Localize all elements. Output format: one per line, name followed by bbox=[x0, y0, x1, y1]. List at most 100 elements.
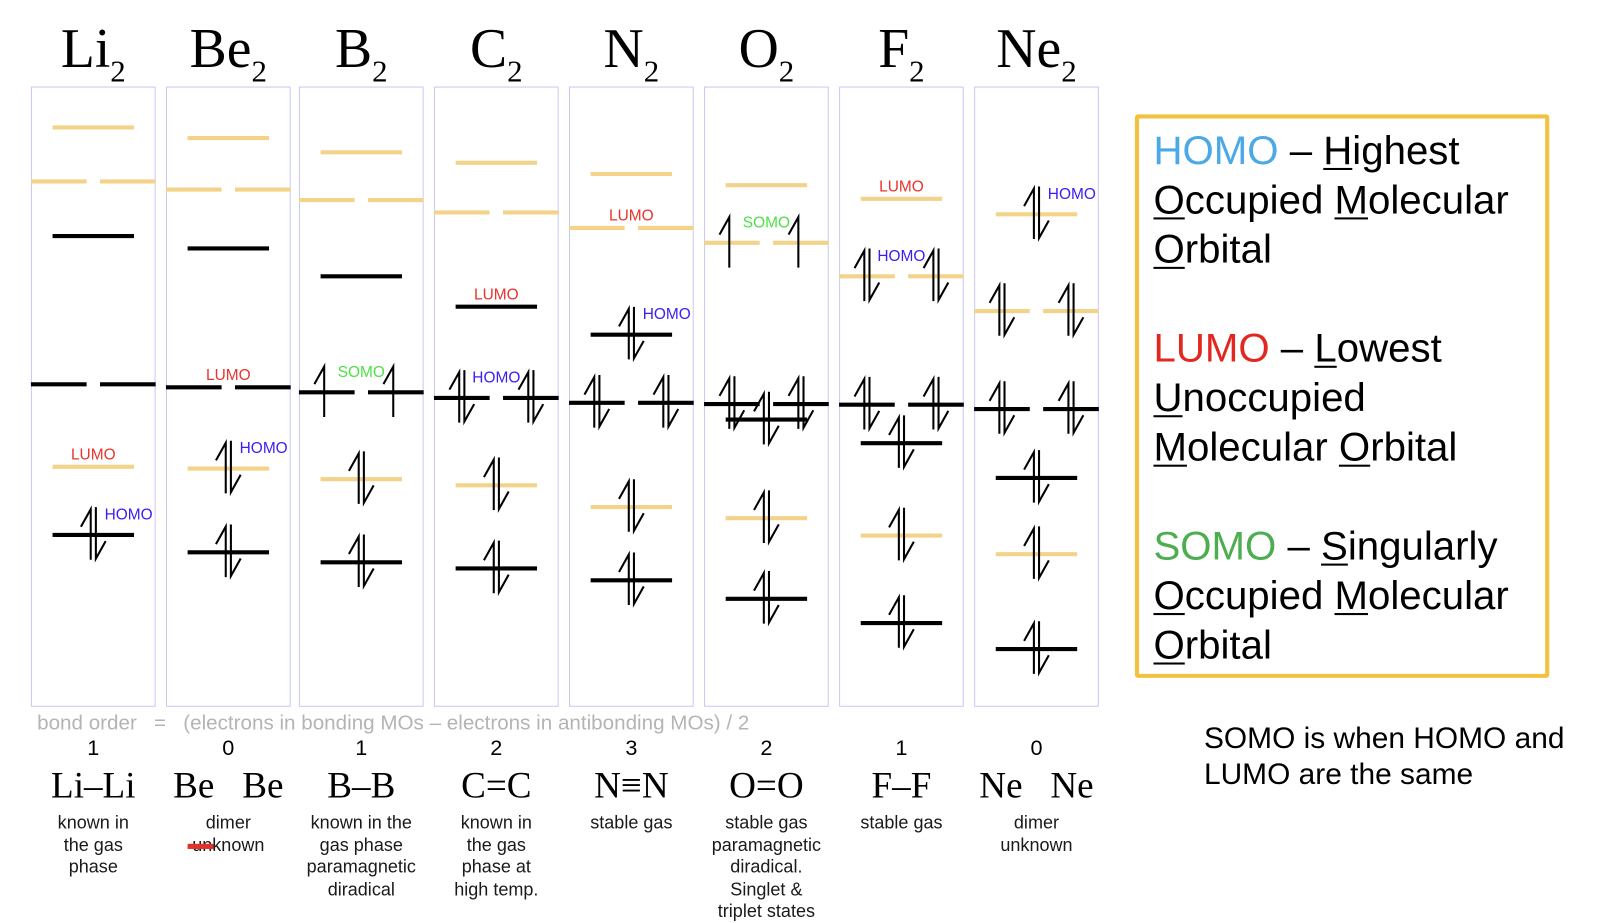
mo-diagram-box bbox=[839, 86, 964, 707]
orbital-level bbox=[320, 532, 403, 590]
spin-down-arrow-icon bbox=[1003, 283, 1016, 339]
spin-down-arrow-icon bbox=[1038, 526, 1050, 582]
legend-entry-homo: HOMO – Highest Occupied Molecular Orbital bbox=[1153, 127, 1545, 275]
spin-down-arrow-icon bbox=[1072, 381, 1085, 437]
molecule-description: dimer unknown bbox=[959, 812, 1114, 856]
molecule-description: known in the gas phase paramagnetic diradic… bbox=[284, 812, 439, 901]
legend-initial: O bbox=[1338, 425, 1371, 470]
orbital-level: LUMO bbox=[569, 208, 694, 231]
orbital-level: LUMO bbox=[455, 287, 538, 309]
spin-up-arrow-icon bbox=[483, 538, 495, 594]
somo-note: SOMO is when HOMO and LUMO are the same bbox=[1204, 721, 1564, 793]
description-line: the gas bbox=[419, 834, 574, 856]
molecule-description: stable gas bbox=[554, 812, 709, 834]
molecule-subscript: 2 bbox=[1061, 54, 1077, 89]
description-line: high temp. bbox=[419, 878, 574, 900]
spin-down-arrow-icon bbox=[94, 507, 107, 563]
molecule-symbol: B bbox=[334, 17, 373, 80]
spin-down-arrow-icon bbox=[632, 479, 645, 535]
spin-down-arrow-icon bbox=[632, 306, 645, 363]
lumo-label: LUMO bbox=[609, 208, 654, 225]
molecule-description: stable gas bbox=[824, 812, 979, 834]
spin-up-arrow-icon bbox=[348, 532, 360, 587]
legend-acronym: SOMO bbox=[1153, 524, 1277, 569]
spin-up-arrow-icon bbox=[448, 368, 461, 423]
orbital-level bbox=[455, 538, 538, 597]
description-text: stable gas bbox=[725, 811, 808, 833]
spin-up-arrow-icon bbox=[718, 374, 731, 429]
molecule-description: known in the gas phase bbox=[16, 812, 171, 878]
legend-word-rest: noccupied bbox=[1182, 376, 1366, 421]
orbital-level bbox=[995, 524, 1078, 582]
spin-up-arrow-icon bbox=[215, 438, 227, 494]
spin-down-arrow-icon bbox=[632, 552, 645, 608]
description-text: diradical. bbox=[730, 856, 803, 877]
molecule-subscript: 2 bbox=[909, 54, 925, 89]
legend-line: HOMO – Highest bbox=[1153, 127, 1545, 176]
spin-up-arrow-icon bbox=[718, 213, 731, 268]
description-text: phase at bbox=[461, 856, 531, 877]
orbital-level bbox=[569, 373, 694, 431]
spin-down-arrow-icon bbox=[902, 415, 915, 471]
description-text: Singlet & bbox=[730, 878, 803, 899]
bond-structure: Li–Li bbox=[51, 764, 136, 806]
orbital-level bbox=[455, 455, 538, 514]
bond-order-value: 2 bbox=[490, 736, 503, 761]
molecule-title: Be2 bbox=[166, 18, 291, 89]
bond-order-formula: bond order = (electrons in bonding MOs –… bbox=[37, 711, 750, 735]
description-text: dimer bbox=[205, 811, 251, 833]
spin-up-arrow-icon bbox=[922, 246, 935, 302]
description-text: paramagnetic bbox=[306, 856, 416, 877]
legend-word-rest: rbital bbox=[1184, 227, 1272, 272]
spin-down-arrow-icon bbox=[1072, 283, 1085, 339]
spin-down-arrow-icon bbox=[497, 457, 510, 514]
spin-down-arrow-icon bbox=[532, 370, 545, 426]
spin-up-arrow-icon bbox=[888, 505, 900, 561]
description-line: known in bbox=[419, 812, 574, 834]
orbital-level: SOMO bbox=[704, 213, 829, 268]
bond-order-value: 1 bbox=[355, 736, 368, 761]
description-text: phase bbox=[68, 856, 118, 877]
description-text: known in bbox=[57, 811, 129, 833]
spin-up-arrow-icon bbox=[888, 413, 900, 468]
orbital-level bbox=[320, 449, 403, 507]
description-line: known in the bbox=[284, 812, 439, 834]
legend-initial: H bbox=[1323, 128, 1353, 174]
legend-entry-somo: SOMO – Singularly Occupied Molecular Orbit… bbox=[1153, 522, 1545, 670]
lumo-label: LUMO bbox=[206, 367, 251, 384]
legend-word-rest: olecular bbox=[1368, 573, 1509, 619]
spin-up-arrow-icon bbox=[215, 522, 227, 578]
legend-acronym: LUMO bbox=[1153, 326, 1270, 371]
molecule-description: dimer unknown bbox=[151, 812, 306, 856]
spin-down-arrow-icon bbox=[667, 375, 680, 431]
molecule-description: known in the gas phase at high temp. bbox=[419, 812, 574, 901]
description-line: phase bbox=[16, 856, 171, 878]
bond-structure: Be Be bbox=[173, 764, 284, 806]
bond-structure: B–B bbox=[327, 764, 396, 806]
legend-word: Orbital bbox=[1339, 426, 1457, 470]
molecule-title: F2 bbox=[839, 18, 964, 89]
orbital-level: HOMO bbox=[52, 505, 153, 563]
molecule-title: C2 bbox=[434, 18, 559, 89]
bond-order-value: 3 bbox=[625, 736, 638, 761]
spin-down-arrow-icon bbox=[802, 376, 815, 432]
orbital-level bbox=[860, 505, 943, 564]
legend-acronym: HOMO bbox=[1153, 128, 1279, 174]
legend-line: Occupied Molecular bbox=[1153, 176, 1545, 225]
spin-up-arrow-icon bbox=[382, 362, 395, 418]
homo-label: HOMO bbox=[877, 248, 925, 265]
spin-down-arrow-icon bbox=[767, 490, 780, 546]
legend-separator: – bbox=[1289, 128, 1313, 174]
orbital-level: LUMO bbox=[860, 179, 943, 201]
spin-up-arrow-icon bbox=[1023, 448, 1035, 503]
description-line: dimer bbox=[959, 812, 1114, 834]
homo-label: HOMO bbox=[472, 369, 520, 386]
spin-up-arrow-icon bbox=[618, 550, 630, 605]
molecule-title: Ne2 bbox=[974, 18, 1099, 89]
legend-word-rest: owest bbox=[1336, 326, 1442, 371]
description-text: triplet states bbox=[717, 900, 816, 922]
lumo-label: LUMO bbox=[474, 287, 519, 304]
bond-order-value: 1 bbox=[87, 736, 100, 761]
legend-word: Molecular bbox=[1334, 178, 1508, 222]
